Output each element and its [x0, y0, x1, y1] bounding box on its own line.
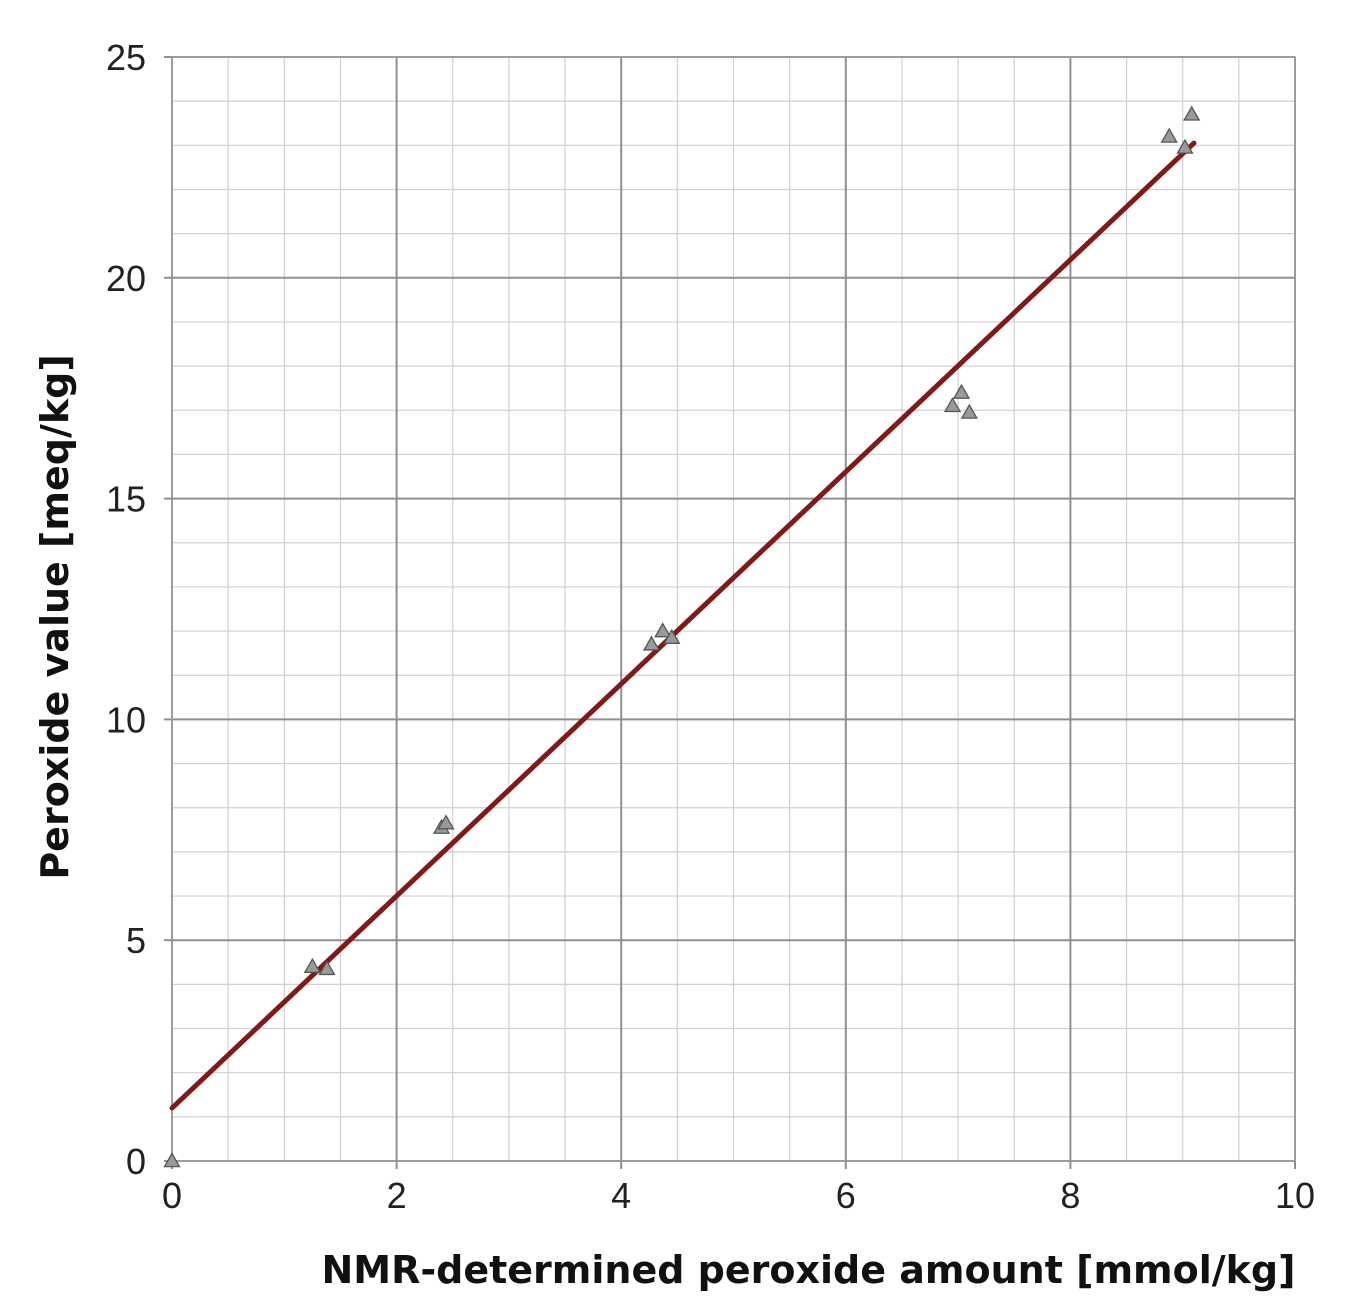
data-point	[663, 628, 681, 644]
data-point	[437, 814, 455, 830]
plot-frame	[171, 56, 1296, 1162]
data-point	[163, 1152, 181, 1168]
data-point	[960, 403, 978, 419]
x-tick-label: 8	[1060, 1175, 1080, 1216]
y-tick-label: 0	[126, 1141, 146, 1182]
data-point	[1176, 138, 1194, 154]
x-tick-label: 2	[387, 1175, 407, 1216]
y-axis-ticks: 0 5 10 15 20 25	[106, 37, 172, 1182]
y-tick-label: 10	[106, 699, 146, 740]
data-point	[943, 397, 962, 413]
data-point	[303, 957, 321, 973]
x-axis-ticks: 0 2 4 6 8 10	[162, 1161, 1315, 1216]
x-tick-label: 6	[836, 1175, 856, 1216]
y-tick-label: 5	[126, 920, 146, 961]
x-tick-label: 0	[162, 1175, 182, 1216]
data-point	[318, 960, 336, 976]
minor-gridlines	[171, 56, 1296, 1162]
data-point	[1183, 105, 1201, 121]
y-axis-title: Peroxide value [meq/kg]	[33, 354, 77, 879]
data-points	[163, 105, 1201, 1168]
y-tick-label: 15	[106, 479, 146, 520]
fit-line	[169, 140, 1197, 1111]
data-point	[1160, 127, 1178, 143]
x-axis-title: NMR-determined peroxide amount [mmol/kg]	[322, 1248, 1296, 1292]
y-tick-label: 20	[106, 258, 146, 299]
fit-line-group	[169, 140, 1197, 1111]
data-point	[642, 635, 661, 651]
x-tick-label: 4	[611, 1175, 631, 1216]
data-point	[654, 622, 672, 638]
y-tick-label: 25	[106, 37, 146, 78]
data-point	[952, 383, 971, 399]
x-tick-label: 10	[1275, 1175, 1315, 1216]
